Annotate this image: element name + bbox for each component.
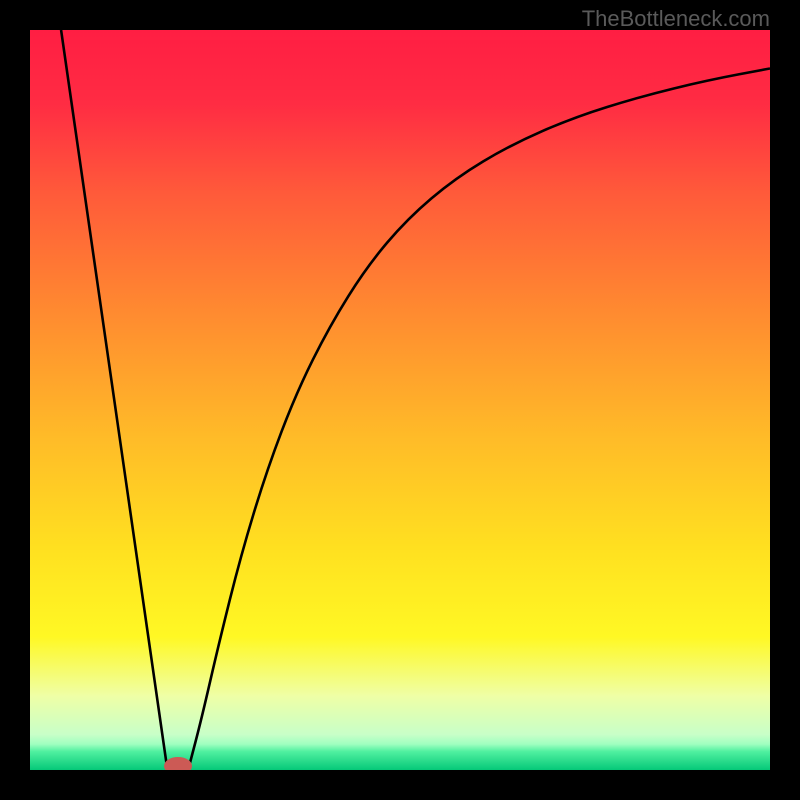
watermark-text: TheBottleneck.com [582,6,770,32]
optimum-marker [164,757,192,770]
plot-area [30,30,770,770]
curve-path [61,30,770,766]
bottleneck-curve [30,30,770,770]
